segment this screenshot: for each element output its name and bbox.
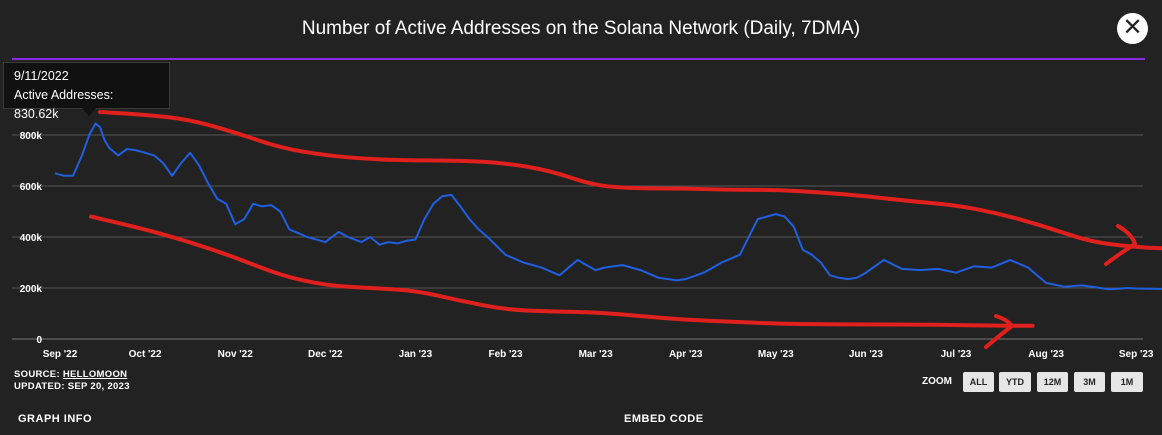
zoom-ytd-button[interactable]: YTD (999, 372, 1031, 392)
x-tick-label: Oct '22 (129, 349, 162, 360)
graph-info-link[interactable]: GRAPH INFO (18, 413, 93, 425)
annotation-lower-trend (89, 214, 1035, 328)
x-tick-label: Jul '23 (941, 349, 972, 360)
y-tick-label: 0 (36, 335, 42, 346)
chart-area: 0 200k 400k 600k 800k Sep '22 Oct '22 Nov '22 D… (12, 110, 1162, 360)
x-tick-label: Apr '23 (669, 349, 703, 360)
zoom-label: ZOOM (922, 376, 952, 387)
zoom-1m-button[interactable]: 1M (1111, 372, 1143, 392)
x-tick-label: Dec '22 (308, 349, 343, 360)
source-info: SOURCE: HELLOMOON UPDATED: SEP 20, 2023 (14, 369, 130, 393)
y-tick-label: 200k (20, 284, 43, 295)
tooltip: 9/11/2022 Active Addresses: 830.62k (3, 62, 170, 121)
updated-date: UPDATED: SEP 20, 2023 (14, 381, 130, 392)
x-tick-label: Aug '23 (1028, 349, 1064, 360)
zoom-12m-button[interactable]: 12M (1037, 372, 1068, 392)
grid-lines (12, 134, 1143, 340)
x-tick-label: Feb '23 (488, 349, 522, 360)
y-tick-label: 400k (20, 233, 43, 244)
x-tick-label: Sep '23 (1119, 349, 1154, 360)
zoom-3m-button[interactable]: 3M (1074, 372, 1105, 392)
y-axis: 0 200k 400k 600k 800k (20, 131, 43, 346)
annotation-lower-arrowhead (984, 314, 1014, 349)
x-tick-label: Jan '23 (399, 349, 433, 360)
source-prefix: SOURCE: (14, 369, 63, 380)
title-divider (12, 58, 1145, 60)
x-axis: Sep '22 Oct '22 Nov '22 Dec '22 Jan '23 Feb '… (43, 349, 1154, 360)
x-tick-label: Sep '22 (43, 349, 78, 360)
source-link[interactable]: HELLOMOON (62, 369, 128, 380)
tooltip-pointer (82, 108, 96, 116)
x-tick-label: Nov '22 (218, 349, 254, 360)
x-tick-label: May '23 (758, 349, 794, 360)
series-layer[interactable] (54, 122, 1162, 291)
close-icon[interactable]: ✕ (1117, 13, 1148, 44)
embed-code-link[interactable]: EMBED CODE (624, 413, 704, 425)
x-tick-label: Mar '23 (579, 349, 614, 360)
annotation-layer (89, 110, 1162, 349)
tooltip-value: Active Addresses: 830.62k (14, 88, 114, 121)
y-tick-label: 600k (20, 182, 43, 193)
x-tick-label: Jun '23 (849, 349, 883, 360)
tooltip-date: 9/11/2022 (14, 69, 69, 83)
series-line-active-addresses (54, 122, 1162, 291)
chart-title: Number of Active Addresses on the Solana… (301, 18, 861, 39)
y-tick-label: 800k (20, 131, 43, 142)
zoom-all-button[interactable]: ALL (963, 372, 994, 392)
annotation-upper-arrowhead (1104, 224, 1137, 266)
annotation-upper-trend (98, 110, 1162, 251)
